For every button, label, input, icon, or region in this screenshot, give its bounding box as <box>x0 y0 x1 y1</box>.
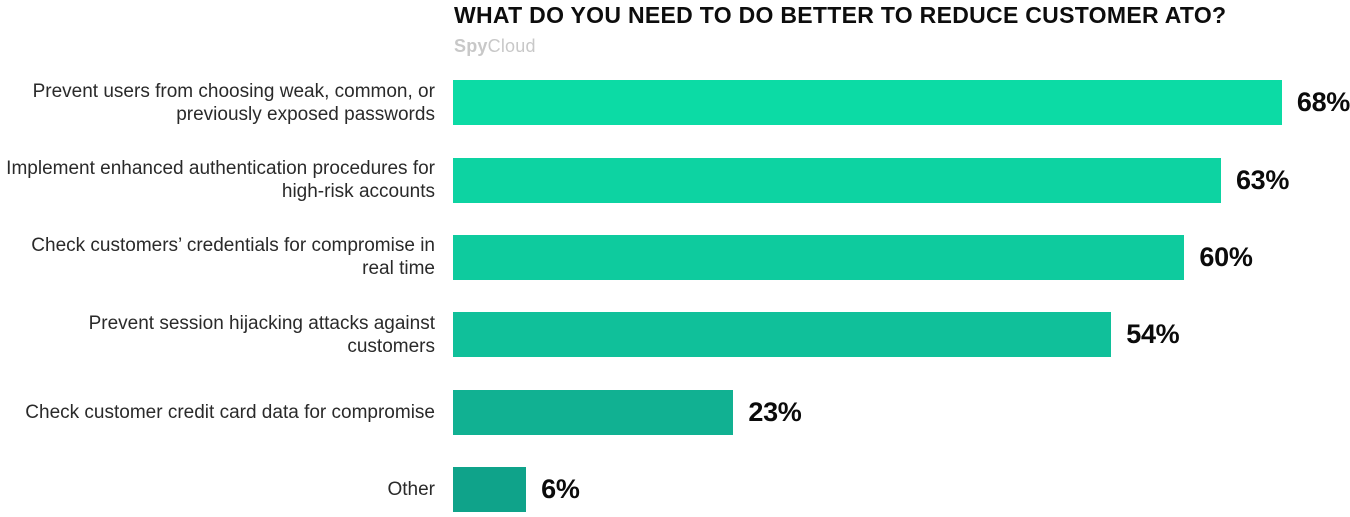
chart-row: Implement enhanced authentication proced… <box>0 141 1350 218</box>
bar <box>452 80 1282 126</box>
value-label: 23% <box>748 396 802 427</box>
category-label: Other <box>387 479 435 501</box>
bar-area: 63% <box>453 157 1290 203</box>
chart-row: Prevent users from choosing weak, common… <box>0 64 1350 141</box>
spycloud-logo-spy: Spy <box>454 36 488 56</box>
bar-area: 23% <box>453 389 802 435</box>
bar <box>453 312 1112 358</box>
category-label: Check customer credit card data for comp… <box>25 401 435 423</box>
chart-row: Check customers’ credentials for comprom… <box>0 219 1350 296</box>
value-label: 6% <box>541 474 580 505</box>
bar-rows: Prevent users from choosing weak, common… <box>0 64 1350 517</box>
spycloud-logo: SpyCloud <box>454 36 1350 57</box>
value-label: 54% <box>1126 319 1180 350</box>
chart-header: WHAT DO YOU NEED TO DO BETTER TO REDUCE … <box>454 2 1350 57</box>
category-label: Prevent session hijacking attacks agains… <box>88 312 435 357</box>
bar-area: 68% <box>452 80 1350 126</box>
category-label: Implement enhanced authentication proced… <box>6 157 435 203</box>
chart-row: Prevent session hijacking attacks agains… <box>0 296 1350 373</box>
chart-row: Check customer credit card data for comp… <box>0 374 1350 451</box>
bar <box>453 157 1221 203</box>
bar-area: 60% <box>453 234 1253 280</box>
value-label: 60% <box>1199 241 1253 272</box>
category-label: Check customers’ credentials for comprom… <box>31 235 435 280</box>
bar <box>453 234 1185 280</box>
bar <box>453 389 734 435</box>
bar-area: 6% <box>453 467 580 513</box>
value-label: 68% <box>1296 87 1350 118</box>
bar <box>453 467 527 513</box>
category-label: Prevent users from choosing weak, common… <box>32 80 435 125</box>
chart-title: WHAT DO YOU NEED TO DO BETTER TO REDUCE … <box>454 2 1227 28</box>
value-label: 63% <box>1235 164 1290 195</box>
bar-area: 54% <box>453 312 1180 358</box>
spycloud-logo-cloud: Cloud <box>487 36 536 56</box>
chart-row: Other 6% <box>0 451 1350 517</box>
